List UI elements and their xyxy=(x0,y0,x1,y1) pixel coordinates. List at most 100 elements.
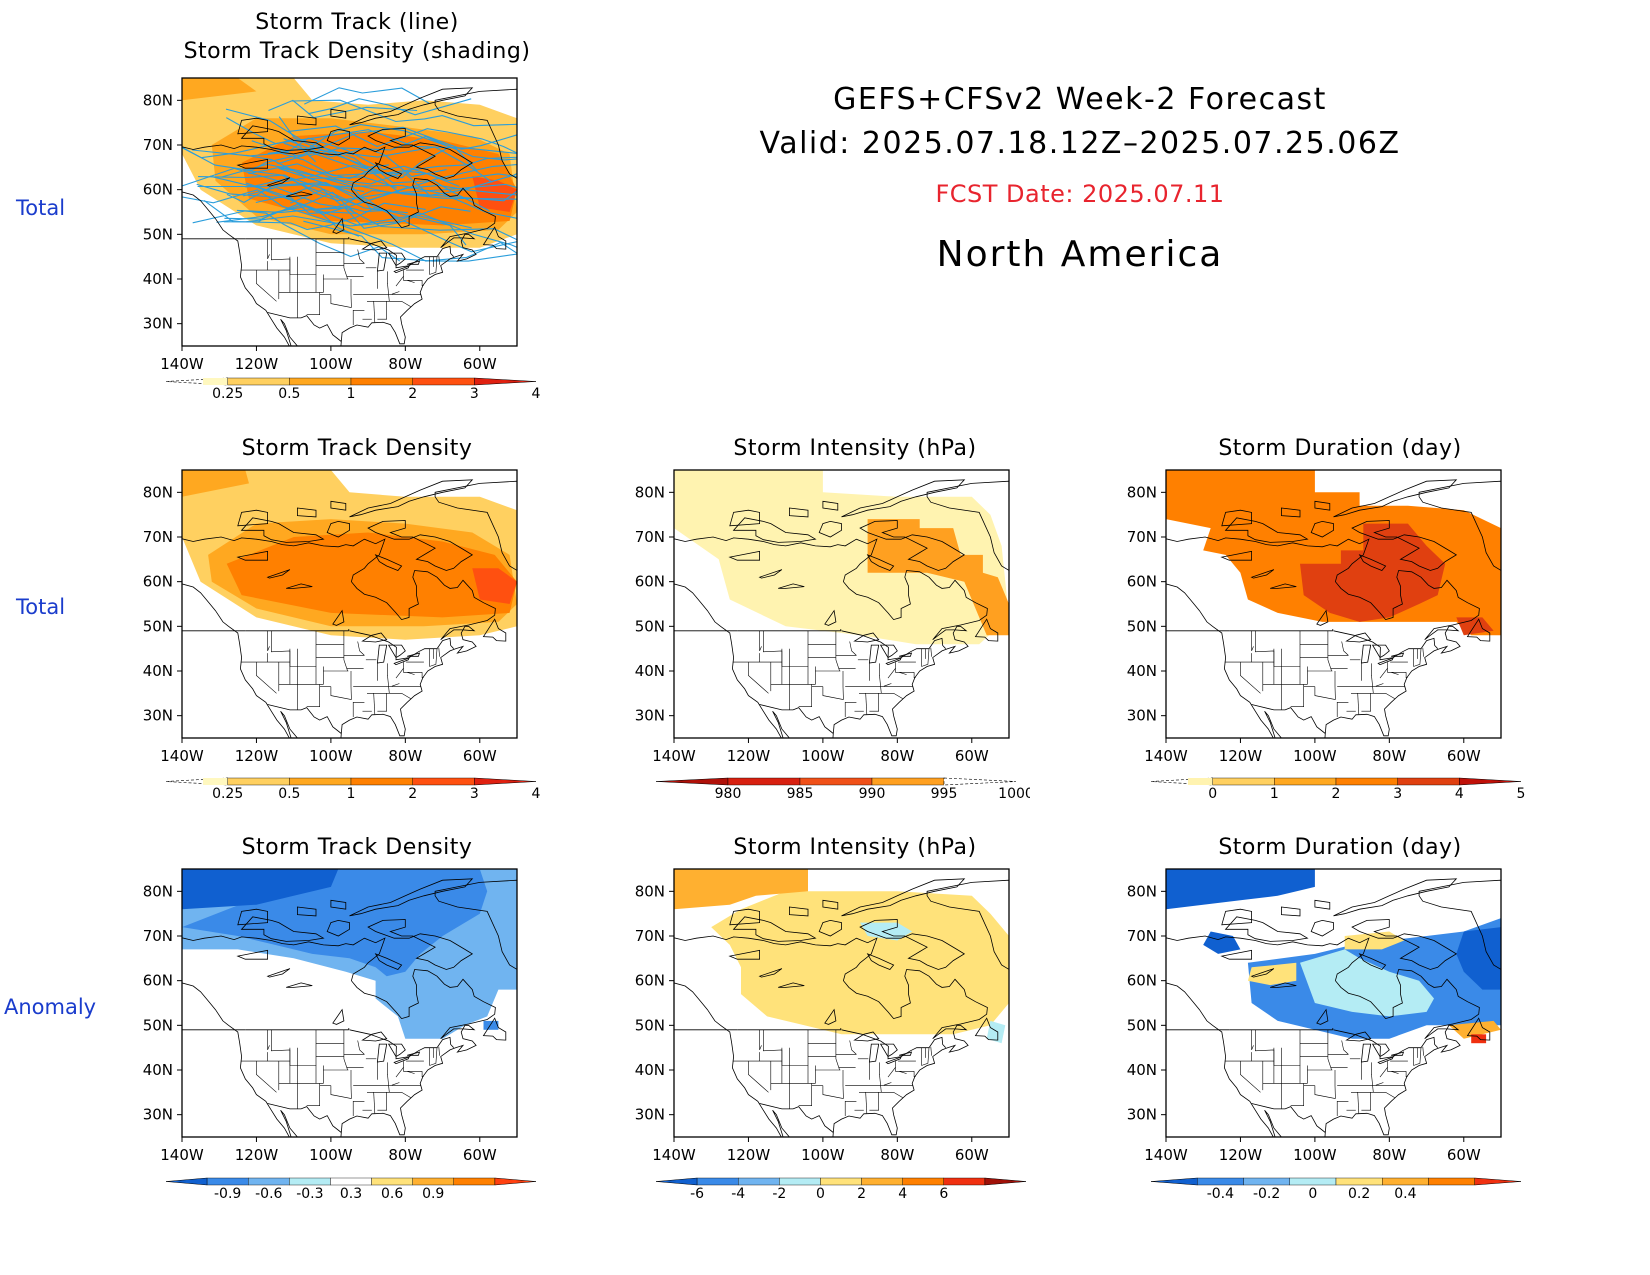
map-outlines xyxy=(1166,479,1501,738)
x-tick-label: 140W xyxy=(652,747,696,765)
forecast-date: FCST Date: 2025.07.11 xyxy=(935,180,1225,208)
y-tick-label: 80N xyxy=(635,483,665,501)
state-border xyxy=(1314,686,1336,700)
colorbar-label: 2 xyxy=(1332,786,1341,802)
shade-region-4 xyxy=(472,568,517,604)
lake-outline xyxy=(1270,982,1297,988)
x-tick-label: 100W xyxy=(801,747,845,765)
lake-outline xyxy=(376,252,388,272)
colorbar-segment xyxy=(371,1177,413,1186)
country-border xyxy=(759,704,834,734)
island-outline xyxy=(330,899,347,910)
state-border xyxy=(377,1092,388,1111)
state-border xyxy=(759,630,762,652)
colorbar-label: 0.2 xyxy=(1348,1186,1370,1202)
island-outline xyxy=(1446,1024,1460,1031)
shade-region-4 xyxy=(1166,869,1315,910)
state-border xyxy=(267,1029,270,1051)
island-outline xyxy=(822,500,839,511)
island-outline xyxy=(1221,908,1253,926)
island-outline xyxy=(367,128,474,179)
state-border xyxy=(343,1029,348,1071)
y-tick-label: 50N xyxy=(635,1016,665,1034)
row-label-total-1: Total xyxy=(16,196,66,220)
state-border xyxy=(798,684,812,707)
state-border xyxy=(438,647,440,657)
coastline xyxy=(182,935,496,1137)
colorbar-label: 1000 xyxy=(998,786,1030,802)
storm-track-line xyxy=(248,163,517,194)
colorbar-label: 0.25 xyxy=(212,386,243,402)
island-outline xyxy=(374,554,403,571)
colorbar-end-arrow xyxy=(165,1177,208,1186)
state-border xyxy=(429,1047,438,1066)
colorbar-duration-anomaly: -0.4 -0.2 0 0.2 0.4 xyxy=(1150,1177,1522,1202)
island-outline xyxy=(349,479,474,518)
y-tick-label: 60N xyxy=(635,972,665,990)
state-border xyxy=(1290,1083,1304,1106)
island-outline xyxy=(326,919,350,937)
state-border xyxy=(421,1071,424,1077)
storm-track-line xyxy=(196,183,365,199)
island-outline xyxy=(818,520,842,538)
x-tick-label: 80W xyxy=(1372,747,1406,765)
colorbar-label: -0.2 xyxy=(1253,1186,1280,1202)
lake-outline xyxy=(879,1043,898,1058)
x-tick-label: 120W xyxy=(1219,747,1263,765)
island-outline xyxy=(729,509,761,527)
colorbar-segment xyxy=(1212,777,1275,786)
colorbar-label: 0.5 xyxy=(278,386,300,402)
map-frame xyxy=(1165,868,1502,1138)
y-tick-label: 50N xyxy=(143,1016,173,1034)
lake-outline xyxy=(266,177,291,187)
state-border xyxy=(1336,702,1349,717)
state-border xyxy=(387,1074,390,1093)
country-border xyxy=(1251,1103,1326,1133)
state-border xyxy=(1405,672,1408,678)
state-border xyxy=(1413,1047,1422,1066)
forecast-title: GEFS+CFSv2 Week-2 Forecast xyxy=(833,82,1327,117)
island-outline xyxy=(788,507,809,518)
shade-region-3 xyxy=(483,1020,499,1030)
island-outline xyxy=(841,479,966,518)
state-border xyxy=(367,301,412,307)
storm-track-line xyxy=(304,87,430,105)
shade-region-1 xyxy=(182,78,257,101)
storm-track-line xyxy=(182,164,394,187)
colorbar-label: 3 xyxy=(1393,786,1402,802)
storm-track-line xyxy=(277,146,493,183)
storm-track-line xyxy=(225,108,517,200)
shade-region-1 xyxy=(1300,949,1434,1017)
y-tick-label: 80N xyxy=(143,882,173,900)
island-outline xyxy=(374,162,403,179)
storm-track-line xyxy=(226,117,517,154)
lake-outline xyxy=(1345,632,1372,643)
state-border xyxy=(391,291,400,295)
country-border xyxy=(841,630,946,661)
colorbar-segment xyxy=(779,1177,821,1186)
y-tick-label: 40N xyxy=(1127,662,1157,680)
y-tick-label: 50N xyxy=(635,617,665,635)
storm-track-lines xyxy=(182,87,517,262)
state-border xyxy=(1314,1085,1336,1099)
country-border xyxy=(1333,630,1438,661)
state-border xyxy=(343,238,348,280)
island-outline xyxy=(1310,919,1334,937)
x-tick-label: 80W xyxy=(388,1146,422,1164)
storm-track-line xyxy=(287,125,517,154)
island-outline xyxy=(330,108,347,119)
island-outline xyxy=(326,128,350,146)
island-outline xyxy=(926,480,1009,583)
colorbar-segment xyxy=(727,777,801,786)
shade-region-6 xyxy=(1456,927,1501,990)
storm-track-line xyxy=(197,177,392,213)
lake-outline xyxy=(1270,583,1297,589)
island-outline xyxy=(367,919,474,970)
lake-outline xyxy=(868,644,880,664)
shade-region-1 xyxy=(1300,523,1446,622)
island-outline xyxy=(729,908,761,926)
island-outline xyxy=(1418,480,1501,583)
colorbar-segment xyxy=(248,1177,290,1186)
x-tick-label: 60W xyxy=(463,1146,497,1164)
lake-outline xyxy=(879,644,898,659)
